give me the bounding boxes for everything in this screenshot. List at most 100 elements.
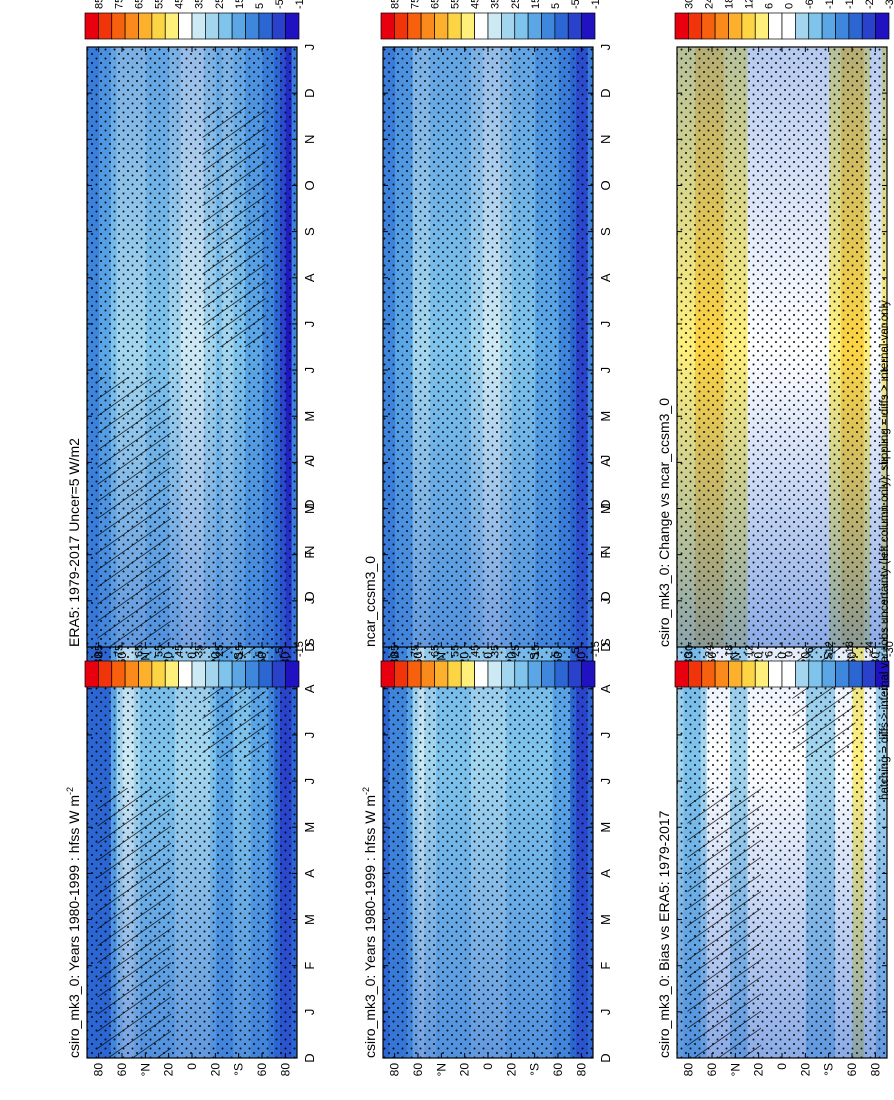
month-label: D <box>892 88 894 97</box>
month-label: O <box>892 591 894 601</box>
colorbar-swatch <box>728 12 743 40</box>
colorbar-swatch <box>111 12 126 40</box>
hatching-overlay <box>687 788 761 1058</box>
month-label: A <box>598 684 613 693</box>
colorbar-tick-label: -12 <box>824 0 836 9</box>
colorbar-tick-label: 85 <box>93 0 105 9</box>
colorbar-tick-label: 5 <box>254 651 266 657</box>
colorbar-tick-label: 45 <box>174 0 186 9</box>
month-label: D <box>598 88 613 97</box>
month-label: A <box>892 458 894 467</box>
latitude-label: °S <box>232 1063 246 1076</box>
month-label: A <box>598 458 613 467</box>
latitude-label: 20 <box>798 1063 812 1077</box>
latitude-label: 80 <box>388 1063 402 1077</box>
colorbar-swatch <box>434 12 449 40</box>
colorbar-tick-label: 5 <box>254 3 266 9</box>
month-label: J <box>598 367 613 374</box>
month-label: S <box>598 638 613 647</box>
month-label: F <box>302 551 317 559</box>
month-label: M <box>302 411 317 422</box>
panel-title: csiro_mk3_0: Bias vs ERA5: 1979-2017 <box>656 810 672 1058</box>
colorbar-swatch <box>151 660 166 688</box>
latitude-label: 80 <box>92 1063 106 1077</box>
colorbar-swatch <box>380 660 395 688</box>
colorbar-swatch <box>741 660 756 688</box>
colorbar-tick-label: 12 <box>744 0 756 9</box>
colorbar-swatch <box>231 12 246 40</box>
colorbar-tick-label: 65 <box>134 645 146 657</box>
colorbar-swatch <box>231 660 246 688</box>
month-label: J <box>302 44 317 51</box>
colorbar-swatch <box>447 12 462 40</box>
colorbar-tick-label: -18 <box>844 0 856 9</box>
colorbar-swatch <box>821 12 836 40</box>
colorbar-tick-label: 30 <box>683 645 695 657</box>
month-label: S <box>302 638 317 647</box>
colorbar-tick-label: -24 <box>864 0 876 9</box>
latitude-label: 0 <box>185 652 199 659</box>
colorbar-tick-label: -6 <box>804 0 816 9</box>
colorbar-swatch <box>420 660 435 688</box>
month-label: J <box>892 1009 894 1016</box>
colorbar-swatch <box>554 12 569 40</box>
colorbar-swatch <box>688 660 703 688</box>
colorbar-tick-label: 15 <box>530 0 542 9</box>
month-label: N <box>302 135 317 144</box>
latitude-label: 60 <box>411 1063 425 1077</box>
colorbar-swatch <box>741 12 756 40</box>
colorbar-tick-label: 15 <box>234 0 246 9</box>
month-label: M <box>598 914 613 925</box>
colorbar-swatch <box>514 12 529 40</box>
month-label: D <box>598 642 613 651</box>
month-label: A <box>892 684 894 693</box>
colorbar-swatch <box>527 660 542 688</box>
hatching-overlay <box>97 377 171 647</box>
colorbar-swatch <box>205 660 220 688</box>
colorbar-swatch <box>98 660 113 688</box>
colorbar-swatch <box>688 12 703 40</box>
colorbar-swatch <box>285 660 300 688</box>
latitude-label: 0 <box>775 1063 789 1070</box>
panel-title: ncar_ccsm3_0 <box>362 556 378 647</box>
colorbar-tick-label: 55 <box>154 0 166 9</box>
month-label: N <box>892 135 894 144</box>
latitude-label: 80 <box>574 1063 588 1077</box>
colorbar-tick-label: -15 <box>294 641 306 657</box>
latitude-label: 80 <box>682 1063 696 1077</box>
month-label: D <box>302 1053 317 1062</box>
colorbar-tick-label: 15 <box>530 645 542 657</box>
month-label: J <box>598 1009 613 1016</box>
hatching-overlay <box>97 788 171 1058</box>
month-label: J <box>302 321 317 328</box>
colorbar-swatch <box>178 12 193 40</box>
colorbar-swatch <box>714 12 729 40</box>
colorbar-tick-label: 25 <box>214 645 226 657</box>
latitude-label: 0 <box>185 1063 199 1070</box>
latitude-label: °N <box>434 1063 448 1076</box>
latitude-label: 0 <box>481 1063 495 1070</box>
month-label: F <box>302 962 317 970</box>
colorbar-swatch <box>218 12 233 40</box>
month-label: M <box>892 914 894 925</box>
colorbar-tick-label: 35 <box>194 0 206 9</box>
colorbar-tick-label: 75 <box>113 0 125 9</box>
month-label: J <box>302 455 317 462</box>
colorbar-swatch <box>434 660 449 688</box>
month-label: D <box>302 642 317 651</box>
month-label: O <box>302 591 317 601</box>
panel-title: ERA5: 1979-2017 Uncer=5 W/m2 <box>66 438 82 647</box>
panel-3: ERA5: 1979-2017 Uncer=5 W/m2 DJFMAMJJASON… <box>66 44 317 666</box>
month-label: D <box>892 499 894 508</box>
colorbar-tick-label: 6 <box>764 651 776 657</box>
latitude-label: 20 <box>162 1063 176 1077</box>
title-superscript: -2 <box>361 787 371 795</box>
colorbar-swatch <box>795 660 810 688</box>
month-label: M <box>892 822 894 833</box>
month-label: J <box>302 1009 317 1016</box>
month-label: J <box>302 732 317 739</box>
month-label: J <box>892 367 894 374</box>
month-label: S <box>892 638 894 647</box>
